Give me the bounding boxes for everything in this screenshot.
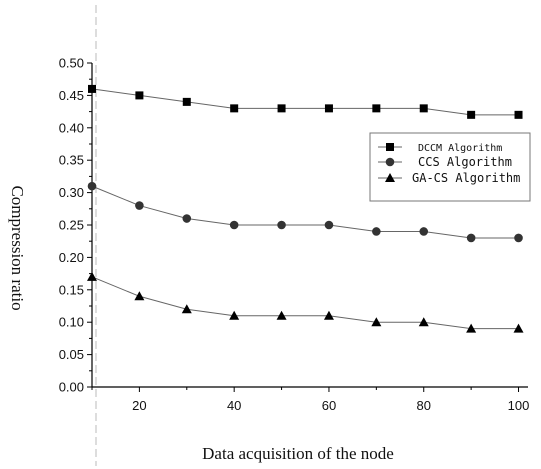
series-circle (87, 181, 523, 243)
y-tick-label: 0.40 (59, 120, 84, 135)
data-point (513, 323, 524, 333)
data-point (372, 104, 381, 113)
data-point (87, 271, 97, 281)
data-point (135, 201, 144, 210)
series-line (91, 276, 519, 330)
data-point (323, 310, 334, 320)
data-point (182, 97, 191, 106)
data-point (135, 91, 144, 100)
y-tick-label: 0.05 (59, 347, 84, 362)
data-point (182, 214, 192, 223)
y-tick-label: 0.25 (59, 218, 84, 233)
data-point (419, 104, 428, 113)
x-tick-label: 60 (322, 398, 336, 413)
axis-ticks: 0.00 0.05 0.10 0.15 0.20 0.25 0.30 0.35 0.40 0.45… (59, 56, 530, 414)
data-point (276, 310, 287, 320)
data-point (229, 220, 239, 230)
data-point (229, 310, 240, 320)
y-tick-label: 0.50 (59, 56, 84, 71)
legend-label: CCS Algorithm (418, 155, 512, 169)
series-line (91, 185, 519, 239)
series-triangle (87, 271, 524, 333)
x-axis-title: Data acquisition of the node (202, 444, 394, 463)
x-tick-label: 100 (508, 398, 530, 413)
legend-marker (385, 157, 395, 167)
data-point (514, 233, 523, 243)
y-tick-label: 0.10 (59, 315, 84, 330)
data-point (134, 291, 145, 301)
data-point (181, 304, 192, 314)
data-point (514, 110, 523, 119)
legend-label: DCCM Algorithm (418, 143, 502, 154)
data-point (277, 220, 286, 230)
data-point (467, 110, 476, 119)
y-tick-label: 0.15 (59, 282, 84, 297)
data-point (371, 317, 382, 327)
y-tick-label: 0.20 (59, 250, 84, 265)
data-point (418, 317, 429, 327)
legend-box (369, 132, 531, 202)
legend-marker (385, 173, 395, 182)
x-tick-label: 40 (227, 398, 241, 413)
y-tick-label: 0.30 (59, 185, 84, 200)
data-point (324, 104, 333, 113)
data-point (87, 181, 97, 191)
data-point (324, 220, 334, 230)
y-tick-label: 0.00 (59, 380, 84, 395)
y-tick-label: 0.45 (59, 88, 84, 103)
series-layer (87, 84, 524, 333)
y-axis-title: Compression ratio (8, 185, 27, 310)
series-square (88, 84, 523, 119)
data-point (277, 104, 286, 113)
y-tick-label: 0.35 (59, 153, 84, 168)
data-point (372, 227, 381, 236)
series-line (91, 88, 519, 116)
legend-marker (386, 143, 394, 151)
x-tick-label: 80 (417, 398, 431, 413)
data-point (466, 323, 477, 333)
data-point (230, 104, 239, 113)
data-point (466, 233, 476, 243)
data-point (419, 227, 429, 236)
x-tick-label: 20 (132, 398, 146, 413)
data-point (88, 84, 96, 93)
legend-label: GA-CS Algorithm (412, 171, 520, 185)
